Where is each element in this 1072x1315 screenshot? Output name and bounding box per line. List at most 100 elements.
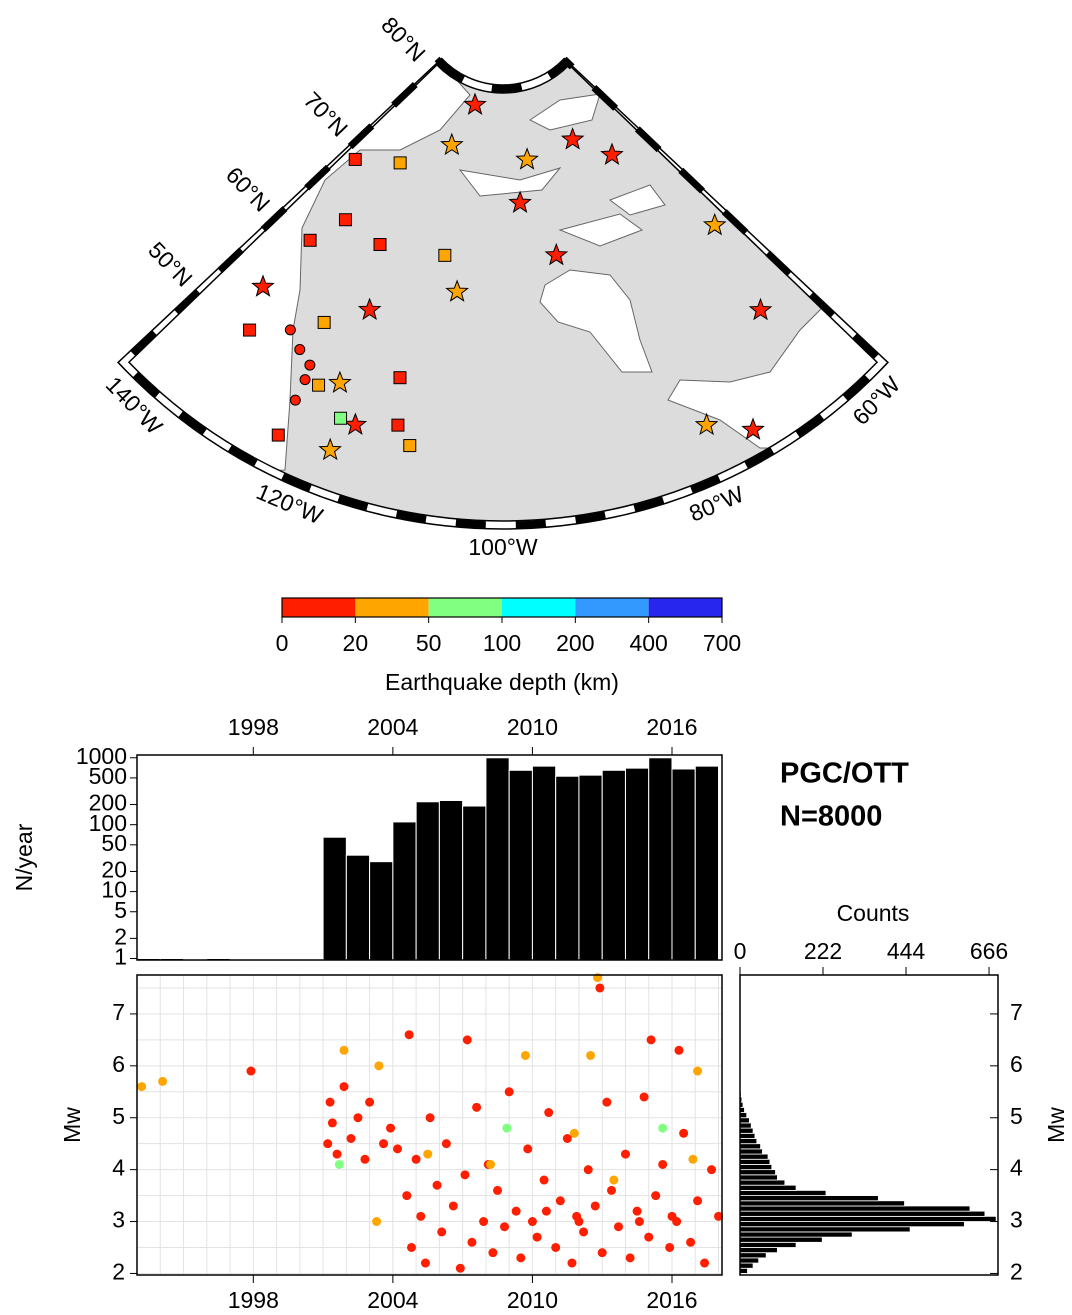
scatter-point [327, 1118, 337, 1128]
scatter-point [613, 1222, 623, 1232]
hist-bar [369, 861, 394, 961]
scatter-point [246, 1066, 256, 1076]
scatter-point [504, 1087, 514, 1097]
x-tick-label: 0 [734, 938, 747, 964]
scatter-point [693, 1196, 703, 1206]
event-square [391, 418, 405, 432]
event-star [600, 142, 624, 165]
hist-bar [739, 1226, 911, 1233]
scatter-point [665, 1242, 675, 1252]
y-tick-label: 4 [112, 1155, 125, 1181]
scatter-point [472, 1102, 482, 1112]
y-tick-label: 7 [1010, 999, 1023, 1025]
hist-bar [508, 769, 533, 961]
scatter-point [500, 1222, 510, 1232]
scatter-point [567, 1258, 577, 1268]
scatter-point [462, 1035, 472, 1045]
scatter-point [420, 1258, 430, 1268]
scatter-point [379, 1139, 389, 1149]
y-tick-label: 7 [112, 999, 125, 1025]
scatter-point [551, 1242, 561, 1252]
colorbar-tick-label: 700 [703, 630, 741, 656]
x-tick-label: 222 [804, 938, 842, 964]
scatter-point [360, 1154, 370, 1164]
annotation: PGC/OTT [780, 758, 909, 790]
y-tick-label: 6 [112, 1051, 125, 1077]
event-square [312, 378, 326, 392]
hist-bar [694, 765, 720, 961]
hist-bar [739, 1189, 827, 1196]
scatter-point [646, 1035, 656, 1045]
scatter-point [686, 1237, 696, 1247]
event-star [544, 242, 569, 266]
scatter-point [372, 1217, 382, 1227]
hist-bar [485, 757, 510, 961]
hist-bar [739, 1127, 754, 1134]
event-star [560, 127, 585, 150]
x-tick-label: 2010 [507, 1287, 558, 1313]
scatter-point [639, 1092, 649, 1102]
y-tick-label: 20 [101, 857, 127, 883]
hist-bar [739, 1252, 767, 1259]
event-circle [294, 344, 306, 356]
scatter-point [441, 1139, 451, 1149]
scatter-point [555, 1196, 565, 1206]
event-square [403, 439, 417, 453]
scatter-point [353, 1113, 363, 1123]
scatter-point [346, 1133, 356, 1143]
event-circle [289, 394, 301, 406]
scatter-point [632, 1206, 642, 1216]
event-circle [284, 324, 296, 336]
hist-bar [739, 1231, 853, 1238]
event-square [438, 248, 452, 262]
x-tick-label: 1998 [228, 1287, 279, 1313]
scatter-point [137, 1082, 147, 1092]
scatter-point [541, 1206, 551, 1216]
channel [458, 167, 562, 197]
scatter-point [437, 1227, 447, 1237]
event-square [334, 411, 348, 425]
scatter-point [511, 1206, 521, 1216]
scatter-point [334, 1159, 344, 1169]
scatter-point [620, 1149, 630, 1159]
event-square [348, 152, 362, 166]
scatter-point [539, 1175, 549, 1185]
y-tick-label: 2 [114, 923, 127, 949]
event-square [317, 315, 331, 329]
scatter-point [544, 1108, 554, 1118]
hist-bar [739, 1164, 773, 1171]
scatter-point [325, 1097, 335, 1107]
scatter-point [625, 1253, 635, 1263]
hist-bar [739, 1122, 752, 1129]
y-tick-label: 4 [1010, 1155, 1023, 1181]
x-tick-label: 1998 [228, 714, 279, 740]
scatter-point [425, 1113, 435, 1123]
colorbar-segment [282, 598, 356, 617]
scatter-point [393, 1144, 403, 1154]
colorbar-tick-label: 100 [483, 630, 521, 656]
y-tick-label: 50 [101, 830, 127, 856]
events [243, 92, 773, 461]
scatter-point [467, 1237, 477, 1247]
channel [558, 213, 644, 247]
hist-bar [648, 757, 673, 961]
scatter-point [365, 1097, 375, 1107]
y-axis-label: Mw [1043, 1107, 1069, 1143]
scatter-point [158, 1076, 168, 1086]
event-square [393, 156, 407, 170]
hist-bar [739, 1153, 769, 1160]
scatter-point [583, 1165, 593, 1175]
event-star [445, 279, 469, 302]
scatter-point [486, 1159, 496, 1169]
scatter-point [569, 1128, 579, 1138]
axes-frame [136, 974, 723, 1276]
hist-bar [739, 1267, 748, 1274]
scatter-point [386, 1123, 396, 1133]
axes-frame [136, 754, 723, 961]
scatter-point [579, 1227, 589, 1237]
hist-bar [739, 1158, 771, 1165]
scatter-point [374, 1061, 384, 1071]
scatter-point [658, 1123, 668, 1133]
